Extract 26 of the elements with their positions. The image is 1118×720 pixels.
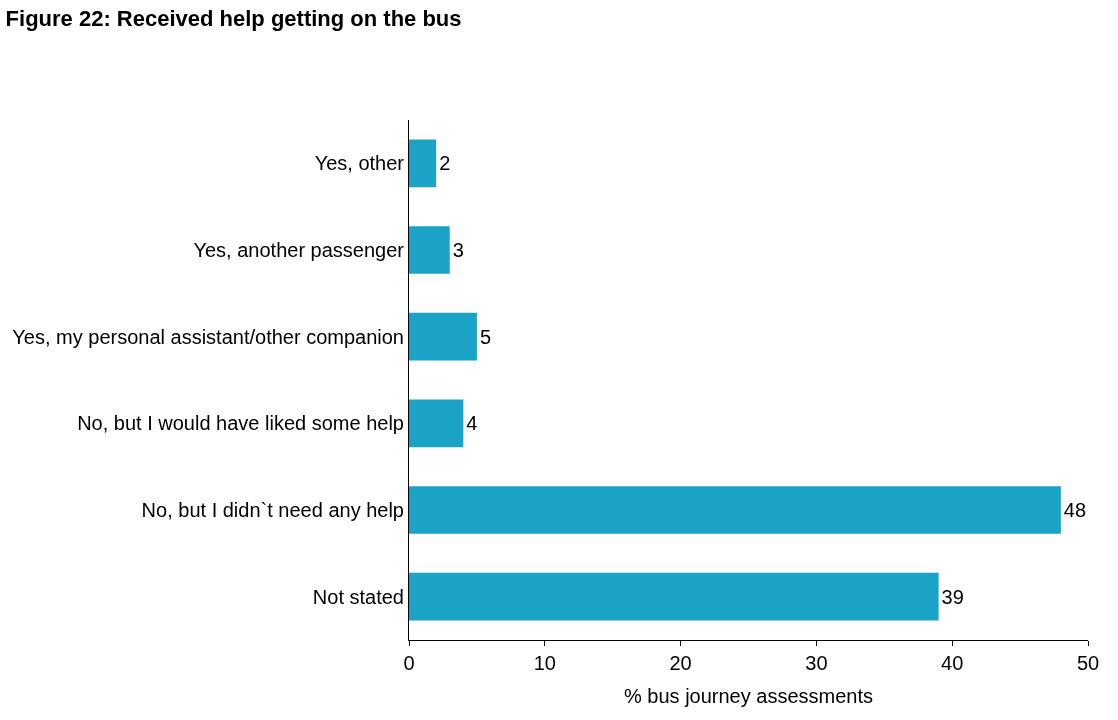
- x-tick-label: 0: [403, 652, 415, 674]
- bar: [409, 572, 939, 621]
- data-label: 4: [466, 412, 478, 435]
- x-tick-label: 30: [805, 652, 828, 674]
- x-tick-label: 10: [533, 652, 556, 674]
- data-label: 3: [452, 239, 464, 261]
- chart-title: Figure 22: Received help getting on the bus: [5, 6, 462, 32]
- y-tick-label: Yes, another passenger: [193, 239, 405, 261]
- x-tick-label: 40: [941, 652, 964, 674]
- y-tick-label: Not stated: [312, 585, 404, 608]
- bar: [409, 399, 464, 448]
- data-label: 39: [941, 585, 964, 608]
- x-axis-title: % bus journey assessments: [623, 684, 874, 707]
- data-label: 2: [439, 152, 451, 175]
- bar: [409, 226, 450, 274]
- bar: [409, 486, 1061, 534]
- bar: [409, 139, 437, 188]
- y-tick-label: No, but I didn`t need any help: [141, 499, 404, 521]
- data-label: 5: [479, 325, 492, 348]
- y-tick-label: Yes, my personal assistant/other companion: [12, 325, 404, 348]
- y-tick-label: No, but I would have liked some help: [77, 412, 404, 435]
- x-tick-label: 20: [669, 652, 692, 674]
- x-tick-label: 50: [1076, 652, 1100, 674]
- y-tick-label: Yes, other: [314, 152, 405, 175]
- data-label: 48: [1063, 499, 1087, 521]
- bar: [409, 312, 477, 361]
